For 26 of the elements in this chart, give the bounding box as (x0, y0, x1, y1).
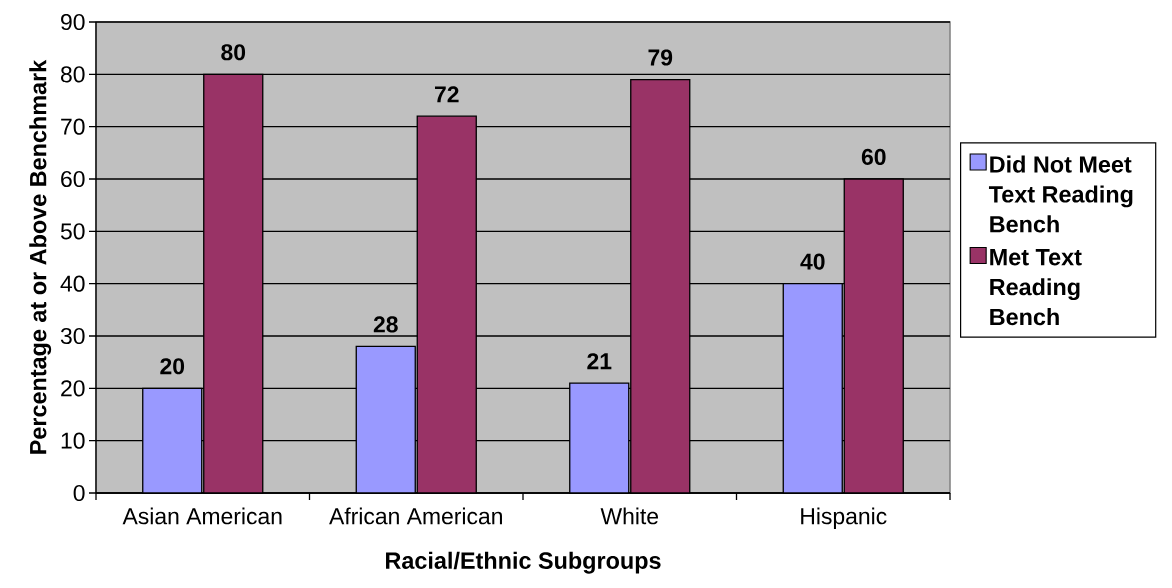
x-tick-label: Hispanic (801, 507, 887, 529)
y-tick-label: 40 (60, 275, 85, 292)
y-tick-label: 80 (60, 66, 85, 83)
y-tick-label: 0 (73, 484, 85, 502)
y-tick-label: 60 (61, 170, 85, 188)
y-tick-label: 30 (60, 327, 85, 345)
y-tick-label: 50 (60, 223, 85, 240)
y-axis-title: Percentage at or Above Benchmark (29, 59, 52, 454)
y-tick-label: 20 (61, 380, 85, 397)
data-label: 28 (373, 316, 398, 333)
data-label: 21 (587, 353, 612, 370)
data-label: 40 (800, 253, 825, 270)
data-label: 20 (160, 358, 185, 375)
data-label: 79 (648, 49, 673, 66)
x-tick-label: White (600, 507, 659, 525)
data-label: 60 (861, 148, 886, 166)
x-axis-title: Racial/Ethnic Subgroups (386, 551, 661, 574)
x-tick-label: Asian American (122, 507, 282, 525)
legend-label: Did Not Meet Text Reading Bench (988, 155, 1133, 233)
legend-label: Met Text Reading Bench (990, 249, 1082, 326)
data-label: 72 (434, 86, 459, 103)
y-tick-label: 70 (61, 118, 85, 135)
x-tick-label: African American (329, 507, 502, 525)
y-tick-label: 10 (61, 432, 85, 449)
data-label: 80 (221, 44, 246, 61)
y-tick-label: 90 (61, 13, 85, 31)
